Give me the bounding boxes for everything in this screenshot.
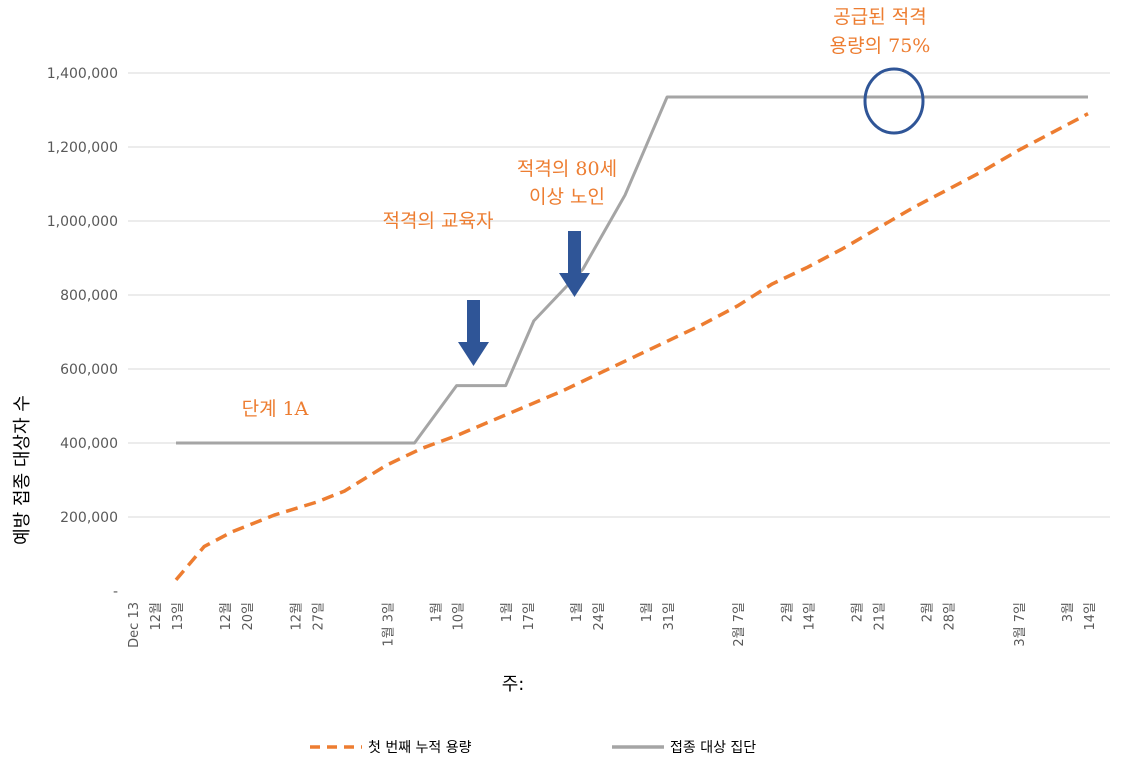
legend: 첫 번째 누적 용량 접종 대상 집단 bbox=[310, 740, 756, 756]
x-tick-text: 2월 7일 bbox=[732, 602, 747, 647]
x-tick-text: 1월 bbox=[430, 602, 445, 622]
x-tick-label: 2월 21일 bbox=[851, 602, 888, 631]
x-tick-label: 12월 27일 bbox=[289, 602, 326, 631]
highlight-circle bbox=[863, 67, 925, 135]
x-tick-text: 31일 bbox=[662, 602, 677, 631]
annotation-phase-1a: 단계 1A bbox=[242, 398, 309, 420]
x-tick-text: 20일 bbox=[241, 602, 256, 631]
x-tick-text: 27일 bbox=[311, 602, 326, 631]
down-arrow-icon bbox=[559, 231, 590, 297]
y-tick-label: 1,400,000 bbox=[47, 66, 118, 82]
series-line-dose bbox=[174, 112, 1089, 582]
y-axis-ticks: - 200,000 400,000 600,000 800,000 1,000,000 1,… bbox=[47, 66, 118, 600]
y-tick-label: 600,000 bbox=[60, 362, 118, 378]
x-tick-label: 2월 28일 bbox=[921, 602, 958, 631]
annotation-educators: 적격의 교육자 bbox=[383, 210, 494, 232]
x-tick-text: 14일 bbox=[1083, 602, 1098, 631]
y-tick-label: 400,000 bbox=[60, 436, 118, 452]
x-tick-label: 12월 20일 bbox=[219, 602, 256, 631]
x-tick-text: 1월 bbox=[570, 602, 585, 622]
y-tick-label: 1,200,000 bbox=[47, 140, 118, 156]
down-arrow-icon bbox=[458, 300, 489, 366]
x-tick-text: 1월 bbox=[500, 602, 515, 622]
x-tick-text: 10일 bbox=[452, 602, 467, 631]
x-tick-text: 2월 bbox=[851, 602, 866, 622]
x-tick-text: 17일 bbox=[522, 602, 537, 631]
annotation-elderly-line1: 적격의 80세 bbox=[517, 158, 617, 180]
y-tick-label: - bbox=[113, 584, 118, 600]
x-tick-text: 12월 bbox=[289, 602, 304, 631]
x-tick-text: 12월 bbox=[149, 602, 164, 631]
x-tick-text: 12월 bbox=[219, 602, 234, 631]
y-axis-title: 예방 접종 대상자 수 bbox=[12, 395, 33, 545]
series-line-target bbox=[176, 95, 1088, 445]
x-tick-text: 3월 bbox=[1061, 602, 1076, 622]
x-tick-text: 14일 bbox=[802, 602, 817, 631]
x-tick-label: 1월 31일 bbox=[640, 602, 677, 631]
legend-label-target: 접종 대상 집단 bbox=[670, 740, 756, 756]
x-tick-label: 2월 7일 bbox=[732, 602, 747, 647]
x-tick-label: 1월 17일 bbox=[500, 602, 537, 631]
x-tick-text: 2월 bbox=[780, 602, 795, 622]
x-tick-label: 2월 14일 bbox=[780, 602, 817, 631]
y-tick-label: 1,000,000 bbox=[47, 214, 118, 230]
annotation-capacity-line1: 공급된 적격 bbox=[833, 6, 926, 28]
x-tick-text: 24일 bbox=[592, 602, 607, 631]
x-tick-label: 1월 3일 bbox=[381, 602, 396, 647]
x-tick-text: Dec 13 bbox=[127, 602, 142, 648]
x-tick-label: 1월 10일 bbox=[430, 602, 467, 631]
annotation-elderly-line2: 이상 노인 bbox=[529, 186, 605, 208]
x-tick-label: 3월 14일 bbox=[1061, 602, 1098, 631]
x-tick-text: 28일 bbox=[943, 602, 958, 631]
x-tick-text: 21일 bbox=[873, 602, 888, 631]
x-tick-label: Dec 13 12월 13일 bbox=[127, 602, 186, 648]
x-tick-text: 1월 bbox=[640, 602, 655, 622]
x-tick-text: 3월 7일 bbox=[1013, 602, 1028, 647]
x-tick-label: 1월 24일 bbox=[570, 602, 607, 631]
x-tick-label: 3월 7일 bbox=[1013, 602, 1028, 647]
gridlines bbox=[128, 72, 1110, 518]
legend-label-dose: 첫 번째 누적 용량 bbox=[368, 740, 472, 756]
y-tick-label: 800,000 bbox=[60, 288, 118, 304]
x-tick-text: 2월 bbox=[921, 602, 936, 622]
x-tick-text: 1월 3일 bbox=[381, 602, 396, 647]
y-tick-label: 200,000 bbox=[60, 510, 118, 526]
series-lines bbox=[174, 95, 1089, 582]
x-tick-text: 13일 bbox=[171, 602, 186, 631]
x-axis-title: 주: bbox=[502, 674, 525, 695]
x-axis-ticks: Dec 13 12월 13일 12월 20일 12월 27일 1월 3일 1월 10일 1월 17일 1… bbox=[127, 602, 1098, 648]
annotation-capacity-line2: 용량의 75% bbox=[830, 35, 931, 57]
